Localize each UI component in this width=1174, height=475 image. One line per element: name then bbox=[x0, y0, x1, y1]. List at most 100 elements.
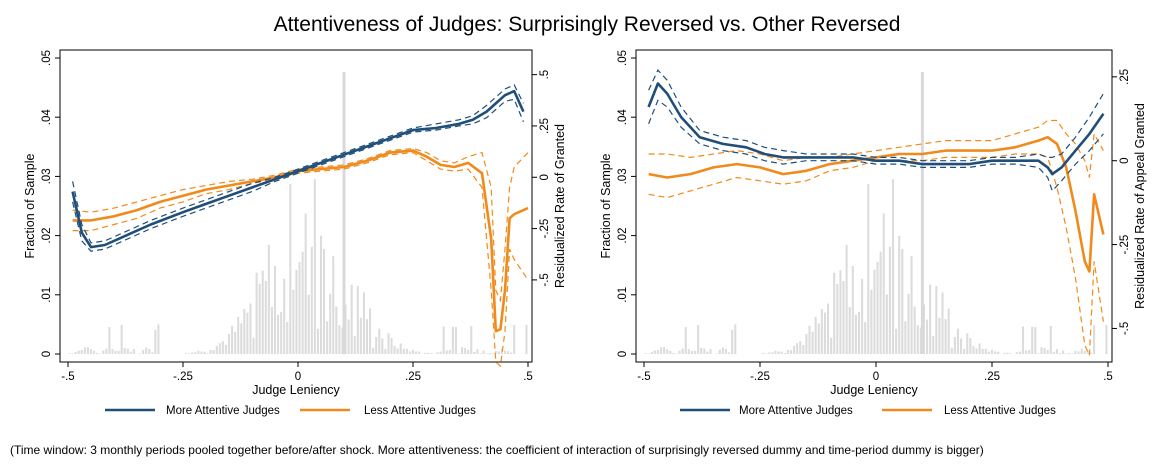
histogram-bar bbox=[1003, 352, 1006, 354]
histogram-bar bbox=[448, 349, 451, 354]
histogram-bar bbox=[731, 329, 734, 354]
ci-lower-line bbox=[72, 151, 529, 368]
histogram-bar bbox=[482, 350, 485, 354]
histogram-bar bbox=[647, 353, 650, 354]
histogram-bar bbox=[663, 347, 666, 354]
histogram-bar bbox=[151, 352, 154, 354]
histogram-bar bbox=[96, 352, 99, 354]
y-tick-label-left: .04 bbox=[41, 109, 53, 126]
histogram-bar bbox=[715, 353, 718, 354]
histogram-bar bbox=[467, 349, 470, 354]
histogram-bar bbox=[338, 325, 341, 354]
figure-note: (Time window: 3 monthly periods pooled t… bbox=[10, 443, 984, 457]
histogram-bar bbox=[687, 349, 690, 354]
histogram-bar bbox=[990, 349, 994, 354]
series-line bbox=[71, 89, 525, 249]
series-line bbox=[647, 82, 1105, 176]
histogram-bar bbox=[1006, 352, 1009, 354]
histogram-bar bbox=[372, 347, 375, 354]
histogram-bar bbox=[814, 316, 817, 354]
histogram-bar bbox=[690, 350, 693, 354]
histogram-bar bbox=[139, 353, 142, 354]
y-axis-label-left: Fraction of Sample bbox=[23, 154, 37, 259]
histogram-bar bbox=[221, 341, 224, 354]
histogram-bar bbox=[811, 331, 814, 354]
histogram-bar bbox=[329, 293, 332, 354]
histogram-bar bbox=[1018, 351, 1021, 354]
histogram-bar bbox=[774, 350, 777, 354]
histogram-bar bbox=[212, 350, 215, 354]
histogram-bar bbox=[365, 319, 369, 354]
ci-lower-line bbox=[72, 98, 524, 252]
ci-lower-line bbox=[648, 99, 1104, 193]
histogram-bar bbox=[1065, 353, 1068, 354]
histogram-bar bbox=[323, 248, 326, 354]
histogram-bar bbox=[185, 352, 188, 354]
histogram-bar bbox=[114, 350, 117, 354]
y-tick-label-right: 0 bbox=[1119, 158, 1131, 164]
histogram-bar bbox=[706, 351, 709, 354]
histogram-bar bbox=[362, 292, 365, 354]
histogram-bar bbox=[341, 327, 344, 354]
y-tick-label-right: -.5 bbox=[1119, 322, 1131, 335]
histogram-bar bbox=[255, 272, 258, 354]
histogram-bar bbox=[938, 317, 941, 354]
histogram-bar bbox=[935, 285, 938, 354]
histogram-bar bbox=[353, 335, 356, 354]
histogram-bar bbox=[424, 352, 427, 354]
histogram-bar bbox=[981, 349, 984, 354]
histogram-bar bbox=[120, 325, 123, 354]
histogram-bar bbox=[71, 353, 74, 354]
series-line bbox=[72, 149, 529, 333]
series-line bbox=[648, 135, 1105, 273]
histogram-bar bbox=[854, 314, 857, 354]
y-tick-label-right: 0 bbox=[539, 174, 551, 180]
y-tick-label-left: .02 bbox=[617, 228, 629, 244]
histogram-bar bbox=[1062, 350, 1065, 354]
histogram-bar bbox=[867, 184, 870, 354]
histogram-bar bbox=[105, 348, 108, 354]
histogram-bar bbox=[830, 337, 833, 354]
histogram-bar bbox=[907, 293, 910, 354]
x-tick-label: 0 bbox=[295, 371, 301, 383]
histogram-bar bbox=[916, 325, 919, 354]
histogram-bar bbox=[901, 248, 904, 354]
y-tick-label-left: 0 bbox=[617, 351, 629, 357]
histogram-bar bbox=[876, 262, 879, 354]
histogram-bar bbox=[234, 331, 237, 354]
histogram-bar bbox=[885, 294, 888, 354]
histogram-bar bbox=[344, 304, 347, 354]
histogram-bar bbox=[402, 349, 405, 354]
plot-frame bbox=[635, 49, 1113, 363]
histogram-bar bbox=[102, 350, 105, 354]
histogram-bar bbox=[326, 321, 329, 354]
histogram-bar bbox=[805, 334, 808, 354]
histogram-bar bbox=[215, 345, 218, 354]
histogram-bar bbox=[258, 283, 261, 354]
histogram-bar bbox=[1093, 324, 1096, 354]
histogram-bar bbox=[1074, 350, 1077, 354]
histogram-bar bbox=[1068, 352, 1071, 354]
histogram-bar bbox=[734, 324, 737, 354]
histogram-bar bbox=[491, 353, 494, 354]
ci-lower-line bbox=[648, 153, 1104, 356]
histogram-bar bbox=[313, 179, 316, 354]
histogram-bar bbox=[283, 278, 286, 354]
histogram-bar bbox=[771, 352, 774, 354]
histogram-bar bbox=[427, 352, 430, 354]
x-tick-label: .25 bbox=[405, 371, 421, 383]
histogram-bar bbox=[777, 351, 780, 354]
histogram-bar bbox=[356, 285, 359, 354]
histogram-bar bbox=[316, 328, 319, 354]
histogram-bar bbox=[375, 337, 378, 354]
histogram-bar bbox=[693, 350, 697, 354]
histogram-bar bbox=[494, 350, 497, 354]
histogram-bar bbox=[966, 333, 969, 354]
x-tick-label: 0 bbox=[873, 371, 879, 383]
plot-frame bbox=[59, 49, 533, 363]
histogram-bar bbox=[836, 283, 839, 354]
y-tick-label-left: .01 bbox=[617, 287, 629, 303]
histogram-bar bbox=[675, 353, 678, 354]
x-tick-label: -.5 bbox=[61, 371, 74, 383]
